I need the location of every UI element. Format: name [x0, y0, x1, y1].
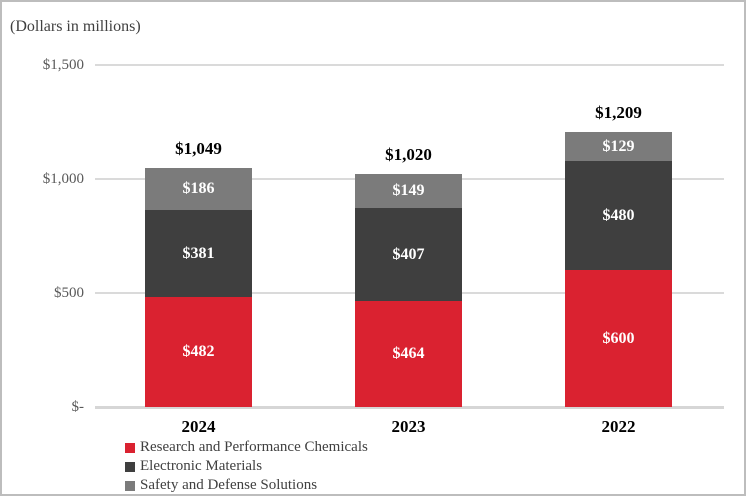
- grid-line: [95, 64, 724, 66]
- segment-value-label: $482: [182, 343, 215, 360]
- x-axis-line: [95, 406, 724, 409]
- segment-value-label: $600: [602, 329, 635, 347]
- bar-segment-2023: $407: [355, 208, 462, 301]
- category-label-2023: 2023: [391, 417, 426, 436]
- chart-title: (Dollars in millions): [10, 18, 141, 35]
- segment-value-label: $407: [392, 245, 425, 263]
- bar-segment-2024: $186: [145, 168, 252, 210]
- legend-swatch-icon: [125, 461, 135, 472]
- bar-2022: $129 $480 $600: [565, 132, 672, 407]
- y-axis-tick-label: $500: [54, 285, 84, 301]
- segment-value-label: $464: [392, 345, 425, 362]
- bar-total-label: $1,209: [595, 103, 642, 122]
- category-label-2022: 2022: [601, 417, 636, 436]
- segment-value-label: $129: [602, 137, 635, 155]
- bar-segment-2024: $381: [145, 210, 252, 297]
- legend-swatch-icon: [125, 480, 135, 491]
- y-axis-tick-label: $1,500: [42, 57, 84, 73]
- legend-swatch-icon: [125, 442, 135, 453]
- legend-item-label: Safety and Defense Solutions: [140, 477, 318, 493]
- bar-segment-2022: $129: [565, 132, 672, 161]
- segment-value-label: $480: [602, 206, 635, 224]
- bar-segment-2023: $464: [355, 301, 462, 407]
- legend-item-label: Research and Performance Chemicals: [140, 439, 368, 455]
- bar-segment-2022: $480: [565, 161, 672, 270]
- y-axis-tick-label: $1,000: [42, 171, 84, 187]
- bar-segment-2022: $600: [565, 270, 672, 407]
- bar-total-label: $1,049: [175, 139, 222, 158]
- legend-item: Electronic Materials: [125, 457, 368, 476]
- segment-value-label: $186: [182, 180, 215, 197]
- legend: Research and Performance Chemicals Electr…: [125, 438, 368, 494]
- category-label-2024: 2024: [181, 417, 216, 436]
- y-axis-tick-label: $-: [71, 399, 85, 415]
- bar-2023: $149 $407 $464: [355, 174, 462, 407]
- bar-2024: $186 $381 $482: [145, 168, 252, 407]
- segment-value-label: $149: [392, 182, 425, 199]
- bar-segment-2023: $149: [355, 174, 462, 208]
- bar-segment-2024: $482: [145, 297, 252, 407]
- legend-item: Safety and Defense Solutions: [125, 476, 368, 494]
- legend-item-label: Electronic Materials: [140, 458, 263, 474]
- legend-item: Research and Performance Chemicals: [125, 438, 368, 457]
- bar-total-label: $1,020: [385, 145, 432, 164]
- segment-value-label: $381: [182, 244, 215, 262]
